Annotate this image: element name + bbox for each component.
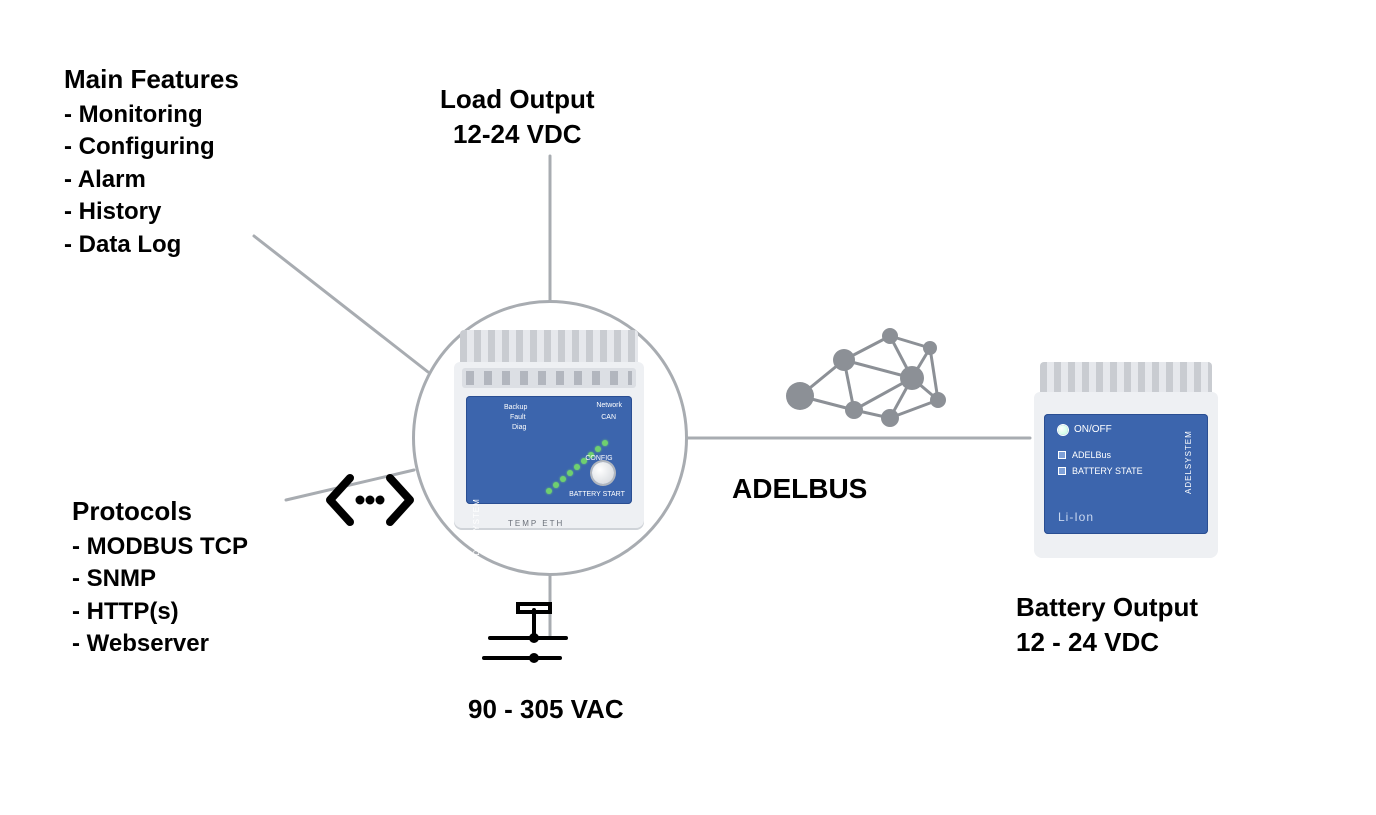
- network-edge: [800, 396, 854, 410]
- network-node-icon: [833, 349, 855, 371]
- protocols-block: Protocols - MODBUS TCP- SNMP- HTTP(s)- W…: [72, 494, 248, 661]
- network-edge: [844, 360, 912, 378]
- features-item: - Data Log: [64, 229, 239, 261]
- face-label-fault: Fault: [510, 414, 526, 421]
- status-led-icon: [546, 488, 552, 494]
- ac-symbol-node: [529, 633, 539, 643]
- protocols-item: - MODBUS TCP: [72, 531, 248, 563]
- diagram-stage: { "canvas": { "w": 1376, "h": 815, "bg":…: [0, 0, 1376, 815]
- features-title: Main Features: [64, 62, 239, 97]
- protocols-item: - HTTP(s): [72, 596, 248, 628]
- ac-input-label: 90 - 305 VAC: [468, 692, 624, 727]
- battery-brand-label: ADELSYSTEM: [1184, 422, 1198, 494]
- device-terminals: [462, 368, 636, 388]
- battery-row-state: BATTERY STATE: [1058, 466, 1143, 476]
- status-led-icon: [567, 470, 573, 476]
- protocols-title: Protocols: [72, 494, 248, 529]
- status-led-icon: [574, 464, 580, 470]
- status-led-icon: [602, 440, 608, 446]
- network-edge: [912, 348, 930, 378]
- battery-output-label: Battery Output 12 - 24 VDC: [1016, 590, 1198, 660]
- network-edge: [854, 378, 912, 410]
- battery-output-line2: 12 - 24 VDC: [1016, 625, 1198, 660]
- device-foot-labels: TEMP ETH: [508, 519, 564, 528]
- protocols-item: - Webserver: [72, 628, 248, 660]
- network-node-icon: [786, 382, 814, 410]
- face-label-config: CONFIG: [576, 455, 622, 462]
- network-node-icon: [881, 409, 899, 427]
- network-edge: [800, 360, 844, 396]
- square-icon: [1058, 451, 1066, 459]
- ac-symbol-node: [529, 653, 539, 663]
- device-config-knob: [592, 462, 614, 484]
- device-brand-label: ADELSYSTEM: [472, 494, 484, 562]
- network-node-icon: [923, 341, 937, 355]
- connector-features_to_hub: [254, 236, 428, 372]
- features-item: - Monitoring: [64, 99, 239, 131]
- network-edge: [890, 336, 912, 378]
- features-item: - Alarm: [64, 164, 239, 196]
- network-node-icon: [845, 401, 863, 419]
- battery-row-adelbus: ADELBus: [1058, 450, 1111, 460]
- battery-cooling-fins: [1040, 362, 1212, 396]
- status-led-icon: [553, 482, 559, 488]
- network-node-icon: [900, 366, 924, 390]
- network-edge: [844, 360, 854, 410]
- device-faceplate: ADELSYSTEM Backup Fault Diag Network CAN…: [466, 396, 632, 504]
- network-edge: [890, 400, 938, 418]
- face-label-backup: Backup: [504, 404, 527, 411]
- ac-symbol-box: [518, 604, 550, 612]
- protocols-list: - MODBUS TCP- SNMP- HTTP(s)- Webserver: [72, 531, 248, 661]
- battery-chemistry-label: Li-Ion: [1058, 510, 1094, 524]
- power-led-icon: [1058, 425, 1068, 435]
- network-edge: [854, 410, 890, 418]
- network-node-icon: [930, 392, 946, 408]
- status-led-icon: [560, 476, 566, 482]
- protocols-item: - SNMP: [72, 563, 248, 595]
- network-edge: [890, 378, 912, 418]
- battery-output-line1: Battery Output: [1016, 590, 1198, 625]
- status-led-icon: [595, 446, 601, 452]
- battery-onoff-indicator: ON/OFF: [1058, 424, 1112, 435]
- device-cooling-fins: [460, 330, 638, 366]
- face-label-can: CAN: [601, 414, 616, 421]
- load-output-line2: 12-24 VDC: [440, 117, 595, 152]
- features-item: - History: [64, 196, 239, 228]
- features-item: - Configuring: [64, 131, 239, 163]
- network-node-icon: [882, 328, 898, 344]
- main-device: ADELSYSTEM Backup Fault Diag Network CAN…: [450, 330, 648, 532]
- features-list: - Monitoring- Configuring- Alarm- Histor…: [64, 99, 239, 261]
- load-output-label: Load Output 12-24 VDC: [440, 82, 595, 152]
- network-edge: [844, 336, 890, 360]
- adelbus-label: ADELBUS: [732, 470, 867, 508]
- network-edge: [912, 378, 938, 400]
- battery-faceplate: ON/OFF ADELBus BATTERY STATE ADELSYSTEM …: [1044, 414, 1208, 534]
- network-edge: [930, 348, 938, 400]
- network-edge: [890, 336, 930, 348]
- face-label-battstart: BATTERY START: [568, 491, 626, 498]
- face-label-network: Network: [596, 402, 622, 409]
- load-output-line1: Load Output: [440, 82, 595, 117]
- features-block: Main Features - Monitoring- Configuring-…: [64, 62, 239, 261]
- square-icon: [1058, 467, 1066, 475]
- face-label-diag: Diag: [512, 424, 526, 431]
- battery-device: ON/OFF ADELBus BATTERY STATE ADELSYSTEM …: [1030, 362, 1222, 560]
- protocol-angle-icon: [322, 468, 418, 532]
